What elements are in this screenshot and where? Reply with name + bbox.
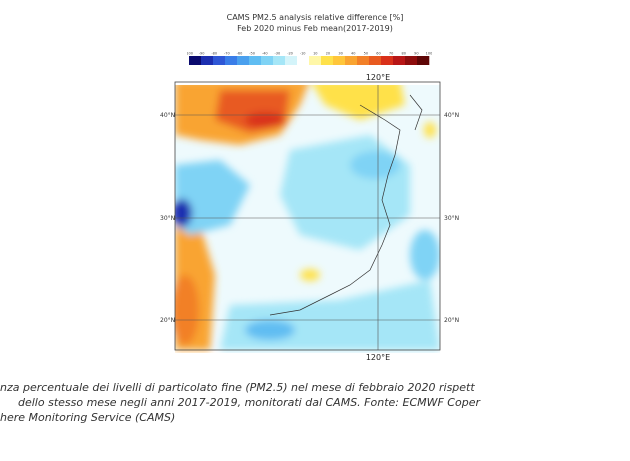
colorbar-tick-label: 70 bbox=[389, 52, 393, 56]
map-title: CAMS PM2.5 analysis relative difference … bbox=[226, 13, 404, 22]
caption-line-1: nza percentuale dei livelli di particola… bbox=[0, 381, 475, 394]
colorbar-swatch bbox=[261, 56, 274, 65]
colorbar-swatch bbox=[381, 56, 394, 65]
anomaly-field bbox=[175, 85, 440, 350]
lon-label-bottom: 120°E bbox=[366, 353, 390, 362]
colorbar-tick-label: -20 bbox=[287, 52, 293, 56]
colorbar-tick-label: -50 bbox=[249, 52, 255, 56]
colorbar-tick-label: -70 bbox=[224, 52, 230, 56]
colorbar-swatch bbox=[321, 56, 334, 65]
lat-label-20-right: 20°N bbox=[444, 317, 459, 324]
map-frame bbox=[174, 81, 441, 351]
colorbar-swatch bbox=[369, 56, 382, 65]
colorbar-tick-label: 100 bbox=[426, 52, 432, 56]
colorbar: -100 -90 -80 -70 -60 -50 -40 -30 -20 -10 10 20 30 40 5… bbox=[187, 52, 432, 65]
colorbar-swatch bbox=[297, 56, 310, 65]
colorbar-swatch bbox=[273, 56, 286, 65]
colorbar-swatch bbox=[201, 56, 214, 65]
colorbar-tick-label: -40 bbox=[262, 52, 268, 56]
colorbar-tick-label: 80 bbox=[402, 52, 406, 56]
colorbar-swatch bbox=[309, 56, 322, 65]
colorbar-swatch bbox=[225, 56, 238, 65]
colorbar-tick-label: 30 bbox=[338, 52, 342, 56]
colorbar-swatch bbox=[333, 56, 346, 65]
graticule bbox=[175, 85, 440, 350]
colorbar-tick-label: -80 bbox=[211, 52, 217, 56]
colorbar-tick-label: 90 bbox=[414, 52, 418, 56]
colorbar-swatch bbox=[393, 56, 406, 65]
colorbar-swatch bbox=[237, 56, 250, 65]
colorbar-tick-label: -60 bbox=[237, 52, 243, 56]
colorbar-swatch bbox=[285, 56, 298, 65]
lon-label-top: 120°E bbox=[366, 73, 390, 82]
colorbar-tick-label: -90 bbox=[199, 52, 205, 56]
colorbar-tick-label: -30 bbox=[275, 52, 281, 56]
colorbar-swatch bbox=[345, 56, 358, 65]
colorbar-tick-label: -10 bbox=[300, 52, 306, 56]
colorbar-swatch bbox=[357, 56, 370, 65]
caption-line-2: dello stesso mese negli anni 2017-2019, … bbox=[18, 396, 480, 409]
colorbar-tick-label: 20 bbox=[326, 52, 330, 56]
colorbar-tick-label: -100 bbox=[187, 52, 193, 56]
colorbar-tick-label: 60 bbox=[376, 52, 380, 56]
colorbar-tick-label: 10 bbox=[313, 52, 317, 56]
lat-label-30-right: 30°N bbox=[444, 215, 459, 222]
lat-label-20: 20°N bbox=[160, 317, 175, 324]
caption-line-3: here Monitoring Service (CAMS) bbox=[0, 411, 176, 424]
lat-label-40-right: 40°N bbox=[444, 112, 459, 119]
colorbar-tick-label: 50 bbox=[364, 52, 368, 56]
colorbar-swatch bbox=[189, 56, 202, 65]
coastline bbox=[409, 94, 423, 131]
colorbar-swatch bbox=[249, 56, 262, 65]
colorbar-tick-label: 40 bbox=[351, 52, 355, 56]
coastline bbox=[269, 104, 401, 316]
lat-label-30: 30°N bbox=[160, 215, 175, 222]
lat-label-40: 40°N bbox=[160, 112, 175, 119]
colorbar-swatch bbox=[417, 56, 430, 65]
colorbar-swatch bbox=[213, 56, 226, 65]
map-subtitle: Feb 2020 minus Feb mean(2017-2019) bbox=[237, 24, 393, 33]
figure-caption: nza percentuale dei livelli di particola… bbox=[0, 380, 480, 425]
colorbar-swatch bbox=[405, 56, 418, 65]
pm25-difference-map: 40°N 30°N 20°N 40°N 30°N 20°N 120°E 120°… bbox=[160, 73, 459, 362]
